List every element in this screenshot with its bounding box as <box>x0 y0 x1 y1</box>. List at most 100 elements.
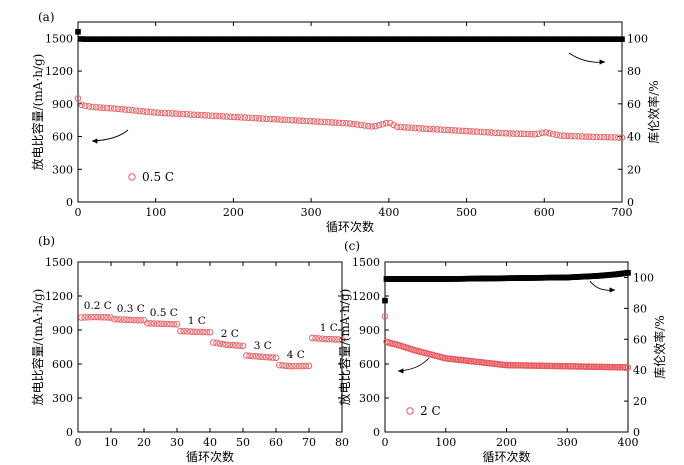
capacity-point <box>335 336 342 343</box>
efficiency-point <box>283 36 289 42</box>
capacity-point <box>473 128 481 135</box>
efficiency-point <box>78 36 84 42</box>
efficiency-point <box>216 36 222 42</box>
efficiency-point <box>587 36 593 42</box>
capacity-point <box>567 132 575 140</box>
capacity-point <box>248 114 256 122</box>
efficiency-point <box>500 36 507 42</box>
capacity-point <box>299 362 306 370</box>
capacity-point <box>91 313 98 321</box>
capacity-point <box>270 115 278 123</box>
efficiency-point <box>142 36 148 42</box>
capacity-point <box>194 111 201 119</box>
capacity-point <box>381 313 389 320</box>
y-tick-label: 1500 <box>45 256 73 269</box>
x-tick-label: 700 <box>612 206 633 219</box>
efficiency-point <box>356 36 363 42</box>
capacity-point <box>78 314 85 321</box>
efficiency-point <box>459 36 465 42</box>
capacity-point <box>137 317 144 324</box>
capacity-point <box>564 132 571 140</box>
panel-label: (b) <box>38 234 55 248</box>
efficiency-point <box>497 36 504 42</box>
efficiency-point <box>382 297 388 304</box>
capacity-point <box>419 125 426 132</box>
capacity-point <box>412 124 419 132</box>
capacity-point <box>430 125 437 133</box>
capacity-point <box>332 336 339 343</box>
y2-tick-label: 60 <box>633 333 647 346</box>
efficiency-point <box>164 36 171 42</box>
x-tick-label: 400 <box>618 436 639 449</box>
efficiency-point <box>568 36 574 42</box>
capacity-point <box>121 106 129 113</box>
efficiency-point <box>315 36 321 42</box>
efficiency-point <box>251 36 257 42</box>
efficiency-point <box>456 36 462 42</box>
capacity-point <box>415 125 423 132</box>
capacity-point <box>234 113 241 121</box>
efficiency-point <box>372 36 379 42</box>
rate-label: 0.3 C <box>117 303 145 315</box>
capacity-point <box>303 117 310 125</box>
efficiency-point <box>193 36 200 42</box>
capacity-point <box>451 127 459 134</box>
x-axis-label: 循环次数 <box>186 449 234 464</box>
capacity-point <box>74 95 82 102</box>
efficiency-point <box>337 36 344 42</box>
x-tick-label: 70 <box>302 436 316 449</box>
efficiency-point <box>196 36 203 42</box>
capacity-point <box>390 121 397 129</box>
efficiency-point <box>190 36 196 42</box>
capacity-point <box>542 129 550 136</box>
efficiency-point <box>328 36 334 42</box>
capacity-point <box>158 109 165 117</box>
capacity-point <box>575 133 582 140</box>
x-tick-label: 600 <box>534 206 555 219</box>
efficiency-point <box>324 36 331 42</box>
capacity-point <box>524 130 531 138</box>
efficiency-point <box>369 36 376 42</box>
y2-tick-label: 40 <box>633 364 647 377</box>
efficiency-point <box>100 36 107 42</box>
capacity-point <box>517 130 524 138</box>
capacity-point <box>94 313 102 321</box>
capacity-point <box>262 353 270 361</box>
efficiency-point <box>449 36 456 42</box>
capacity-point <box>172 110 180 117</box>
capacity-point <box>578 133 586 140</box>
efficiency-point <box>219 36 225 42</box>
y-axis-label: 放电比容量/(mA·h/g) <box>30 289 45 406</box>
capacity-point <box>314 118 321 125</box>
capacity-point <box>295 362 303 370</box>
y2-tick-label: 0 <box>627 196 634 209</box>
efficiency-point <box>552 36 558 42</box>
capacity-point <box>586 133 593 140</box>
capacity-point <box>285 362 293 370</box>
capacity-point <box>546 130 553 137</box>
efficiency-point <box>260 36 267 42</box>
efficiency-point <box>200 36 206 42</box>
y-tick-label: 1200 <box>45 290 73 303</box>
capacity-point <box>332 119 339 126</box>
efficiency-point <box>427 36 433 42</box>
efficiency-point <box>75 29 81 35</box>
capacity-point <box>147 108 154 116</box>
x-tick-label: 20 <box>137 436 151 449</box>
capacity-point <box>350 120 357 128</box>
capacity-point <box>372 122 379 130</box>
capacity-point <box>111 105 118 112</box>
y-axis-label: 放电比容量/(mA·h/g) <box>30 54 45 171</box>
capacity-point <box>183 328 191 335</box>
capacity-point <box>89 103 96 111</box>
capacity-point <box>212 112 220 120</box>
efficiency-point <box>440 36 446 42</box>
y-tick-label: 600 <box>52 131 73 144</box>
capacity-point <box>177 327 184 335</box>
capacity-point <box>615 134 622 141</box>
x-tick-label: 50 <box>236 436 250 449</box>
capacity-point <box>165 110 172 117</box>
x-tick-label: 300 <box>301 206 322 219</box>
efficiency-point <box>113 36 120 42</box>
efficiency-point <box>609 36 616 42</box>
